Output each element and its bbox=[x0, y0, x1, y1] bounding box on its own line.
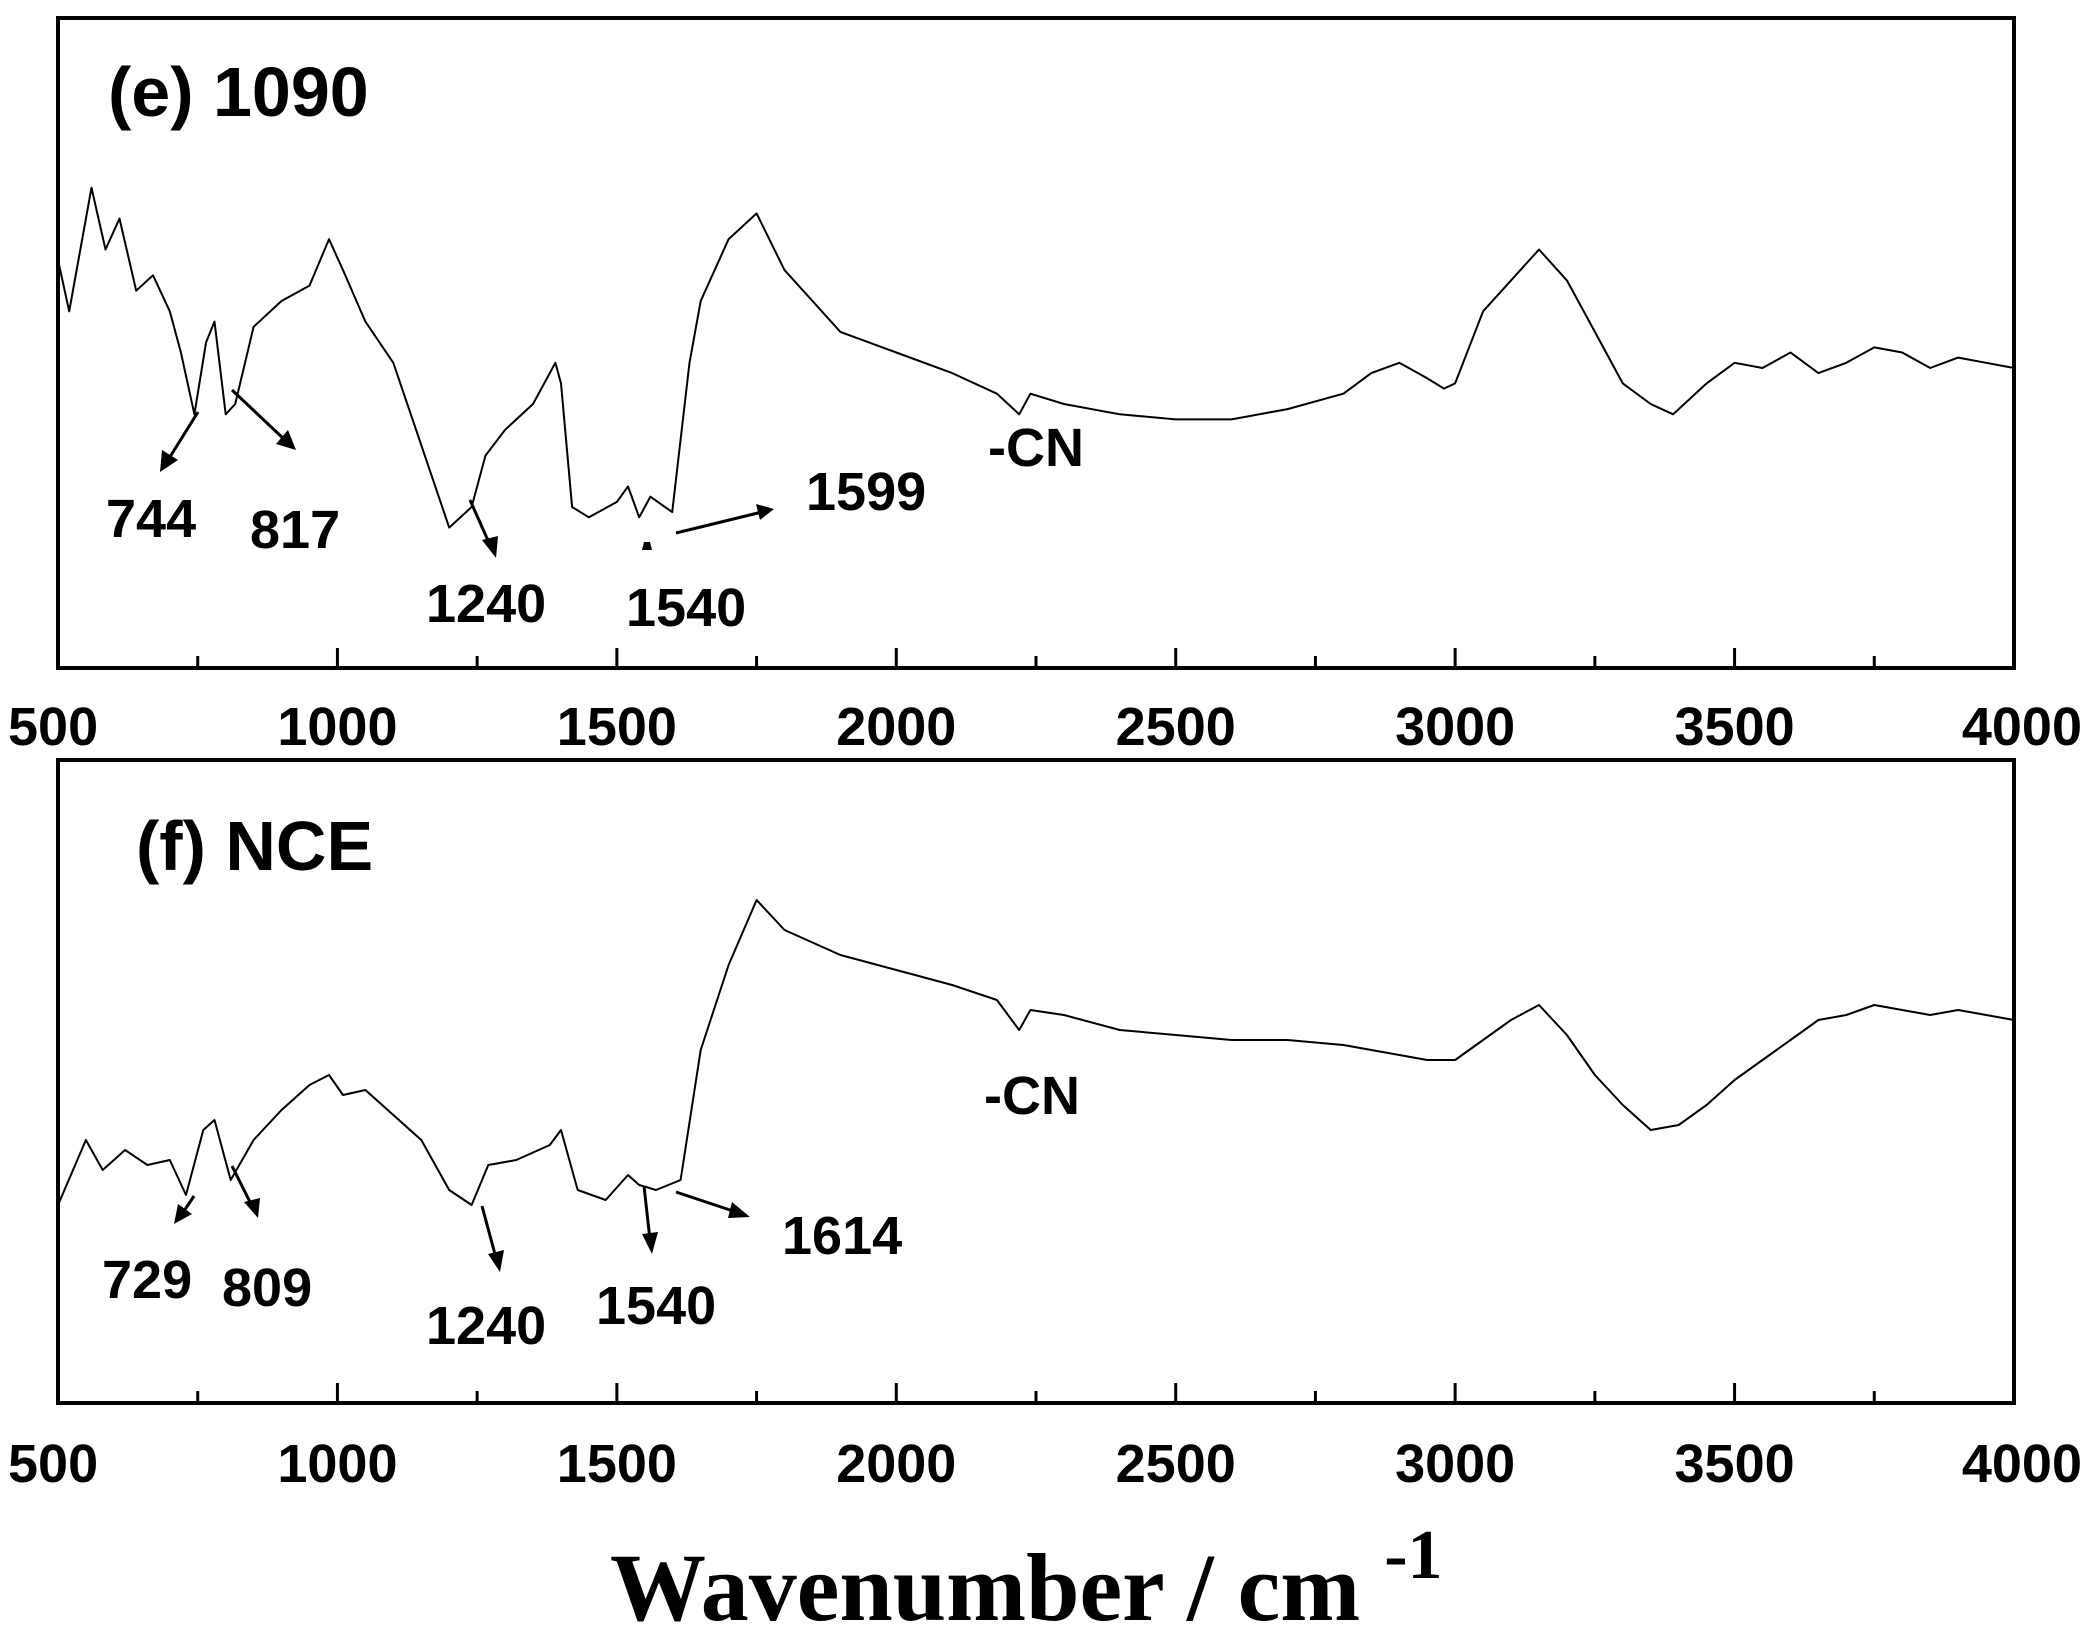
x-tick-label: 1000 bbox=[277, 1434, 397, 1494]
x-tick-label: 1000 bbox=[277, 697, 397, 757]
annot-1240-e: 1240 bbox=[426, 574, 546, 634]
annot-729: 729 bbox=[102, 1250, 192, 1310]
panel-f-xaxis: 500 1000 1500 2000 2500 3000 3500 4000 bbox=[8, 1383, 2082, 1494]
x-tick-label: 500 bbox=[8, 697, 98, 757]
x-tick-label: 3000 bbox=[1395, 1434, 1515, 1494]
panel-f-title: (f) NCE bbox=[136, 807, 373, 885]
annot-cn-f: -CN bbox=[984, 1066, 1080, 1126]
annot-1614: 1614 bbox=[782, 1206, 902, 1266]
x-tick-label: 2000 bbox=[836, 697, 956, 757]
x-tick-label: 1500 bbox=[557, 1434, 677, 1494]
arrowhead-817 bbox=[276, 430, 296, 450]
x-tick-label: 3500 bbox=[1675, 697, 1795, 757]
arrow-1599 bbox=[675, 510, 763, 535]
arrow-817 bbox=[230, 388, 287, 442]
x-tick-label: 1500 bbox=[557, 697, 677, 757]
arrow-809 bbox=[230, 1165, 254, 1207]
annot-1240-f: 1240 bbox=[426, 1296, 546, 1356]
arrowhead-1240-f bbox=[488, 1250, 504, 1272]
panel-e: (e) 1090 500 1000 1500 2000 2500 3000 3500 4000… bbox=[8, 16, 2082, 757]
x-tick-label: 500 bbox=[8, 1434, 98, 1494]
x-axis-title-main: Wavenumber / cm bbox=[610, 1534, 1360, 1640]
arrowhead-1599 bbox=[756, 504, 774, 520]
panel-e-arrows bbox=[160, 388, 774, 558]
arrowhead-1240-e bbox=[482, 536, 498, 558]
arrowhead-1540-f bbox=[642, 1232, 658, 1254]
annot-cn-e: -CN bbox=[988, 418, 1084, 478]
arrow-744 bbox=[166, 411, 200, 461]
arrowhead-1540-e bbox=[642, 542, 652, 550]
annot-817: 817 bbox=[250, 500, 340, 560]
arrowhead-809 bbox=[244, 1198, 260, 1218]
annot-809: 809 bbox=[222, 1258, 312, 1318]
x-tick-label: 2000 bbox=[836, 1434, 956, 1494]
annot-744: 744 bbox=[106, 489, 196, 549]
panel-f: (f) NCE 500 1000 1500 2000 2500 3000 3500 4000 … bbox=[8, 758, 2082, 1494]
annot-1540-e: 1540 bbox=[626, 578, 746, 638]
x-tick-label: 4000 bbox=[1962, 697, 2082, 757]
x-tick-label: 3500 bbox=[1675, 1434, 1795, 1494]
x-tick-label: 3000 bbox=[1395, 697, 1515, 757]
panel-e-title: (e) 1090 bbox=[108, 53, 369, 131]
arrow-1614 bbox=[675, 1190, 737, 1214]
arrowhead-1614 bbox=[728, 1202, 750, 1218]
panel-f-arrows bbox=[174, 1165, 750, 1272]
annot-1599: 1599 bbox=[806, 462, 926, 522]
x-tick-label: 2500 bbox=[1116, 697, 1236, 757]
arrowhead-729 bbox=[174, 1204, 192, 1224]
x-axis-title-superscript: -1 bbox=[1384, 1517, 1442, 1594]
x-tick-label: 4000 bbox=[1962, 1434, 2082, 1494]
arrow-1240-f bbox=[480, 1205, 498, 1259]
arrow-1240-e bbox=[468, 499, 492, 546]
panel-e-xaxis: 500 1000 1500 2000 2500 3000 3500 4000 bbox=[8, 648, 2082, 757]
arrow-1540-f bbox=[642, 1185, 652, 1241]
x-axis-title: Wavenumber / cm -1 bbox=[610, 1517, 1443, 1640]
x-tick-label: 2500 bbox=[1116, 1434, 1236, 1494]
panel-f-spectrum-line bbox=[57, 899, 2015, 1206]
arrowhead-744 bbox=[160, 450, 178, 472]
panel-e-spectrum-line bbox=[57, 186, 2015, 529]
annot-1540-f: 1540 bbox=[596, 1276, 716, 1336]
